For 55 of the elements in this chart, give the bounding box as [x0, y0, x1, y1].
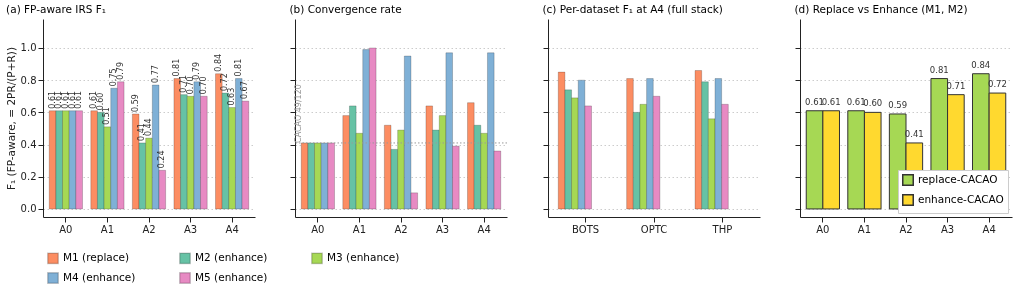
data-label: 0.81	[233, 58, 243, 77]
x-tick-label: A1	[100, 223, 115, 235]
chart-title: (b) Convergence rate	[289, 2, 402, 15]
data-label: 0.63	[227, 87, 237, 106]
y-tick-label: 0.8	[20, 74, 37, 86]
y-tick-label: 1.0	[20, 42, 37, 54]
data-label: 0.81	[929, 64, 949, 75]
chart-title: (d) Replace vs Enhance (M1, M2)	[794, 2, 968, 15]
x-tick-label: A4	[982, 223, 996, 235]
x-tick-label: A4	[477, 223, 491, 235]
x-tick-label: A2	[142, 223, 156, 235]
data-label: 0.59	[130, 94, 140, 112]
chart-title: (c) Per-dataset F₁ at A4 (full stack)	[542, 2, 723, 15]
data-label: 0.61	[821, 96, 841, 107]
x-tick-label: A3	[940, 223, 955, 235]
y-tick-label: 0.6	[20, 106, 37, 118]
legend-label: M4 (enhance)	[63, 271, 136, 283]
x-tick-label: A3	[183, 223, 198, 235]
data-label: 0.61	[74, 90, 84, 109]
y-tick-label: 0.2	[20, 171, 37, 183]
data-label: 0.84	[213, 53, 223, 72]
x-tick-label: A1	[352, 223, 367, 235]
data-label: 0.24	[157, 150, 167, 169]
data-label: 0.59	[888, 99, 908, 110]
x-tick-label: A0	[816, 223, 830, 235]
x-tick-label: A2	[394, 223, 408, 235]
y-tick-label: 0.4	[20, 139, 37, 151]
x-tick-label: A0	[59, 223, 73, 235]
data-label: 0.72	[220, 73, 230, 92]
data-label: 0.84	[971, 59, 991, 70]
data-label: 0.61	[67, 90, 77, 109]
x-tick-label: THP	[711, 223, 733, 235]
data-label: 0.51	[102, 107, 112, 125]
data-label: 0.67	[240, 81, 250, 100]
chart-title: (a) FP-aware IRS F₁	[6, 2, 106, 15]
legend-label: M5 (enhance)	[195, 271, 268, 283]
y-axis-title: F₁ (FP-aware, = 2PR/(P+R))	[4, 47, 17, 190]
x-tick-label: A1	[857, 223, 872, 235]
x-tick-label: OPTC	[640, 223, 668, 235]
x-tick-label: BOTS	[572, 223, 600, 235]
x-tick-label: A2	[899, 223, 913, 235]
legend-label: enhance-CACAO	[918, 193, 1004, 205]
data-label: 0.61	[47, 90, 57, 109]
data-label: 0.44	[144, 118, 153, 137]
legend-label: M2 (enhance)	[195, 251, 268, 264]
data-label: 0.77	[150, 65, 160, 83]
legend-label: replace-CACAO	[918, 173, 998, 185]
y-tick-label: 0.0	[20, 203, 37, 215]
x-tick-label: A4	[225, 223, 239, 235]
ref-line-label: CACAO 49/120	[294, 84, 303, 143]
x-tick-label: A0	[311, 223, 325, 235]
data-label: 0.41	[137, 123, 147, 141]
x-tick-label: A3	[435, 223, 450, 235]
legend-label: M1 (replace)	[63, 251, 130, 264]
legend-label: M3 (enhance)	[327, 251, 400, 264]
